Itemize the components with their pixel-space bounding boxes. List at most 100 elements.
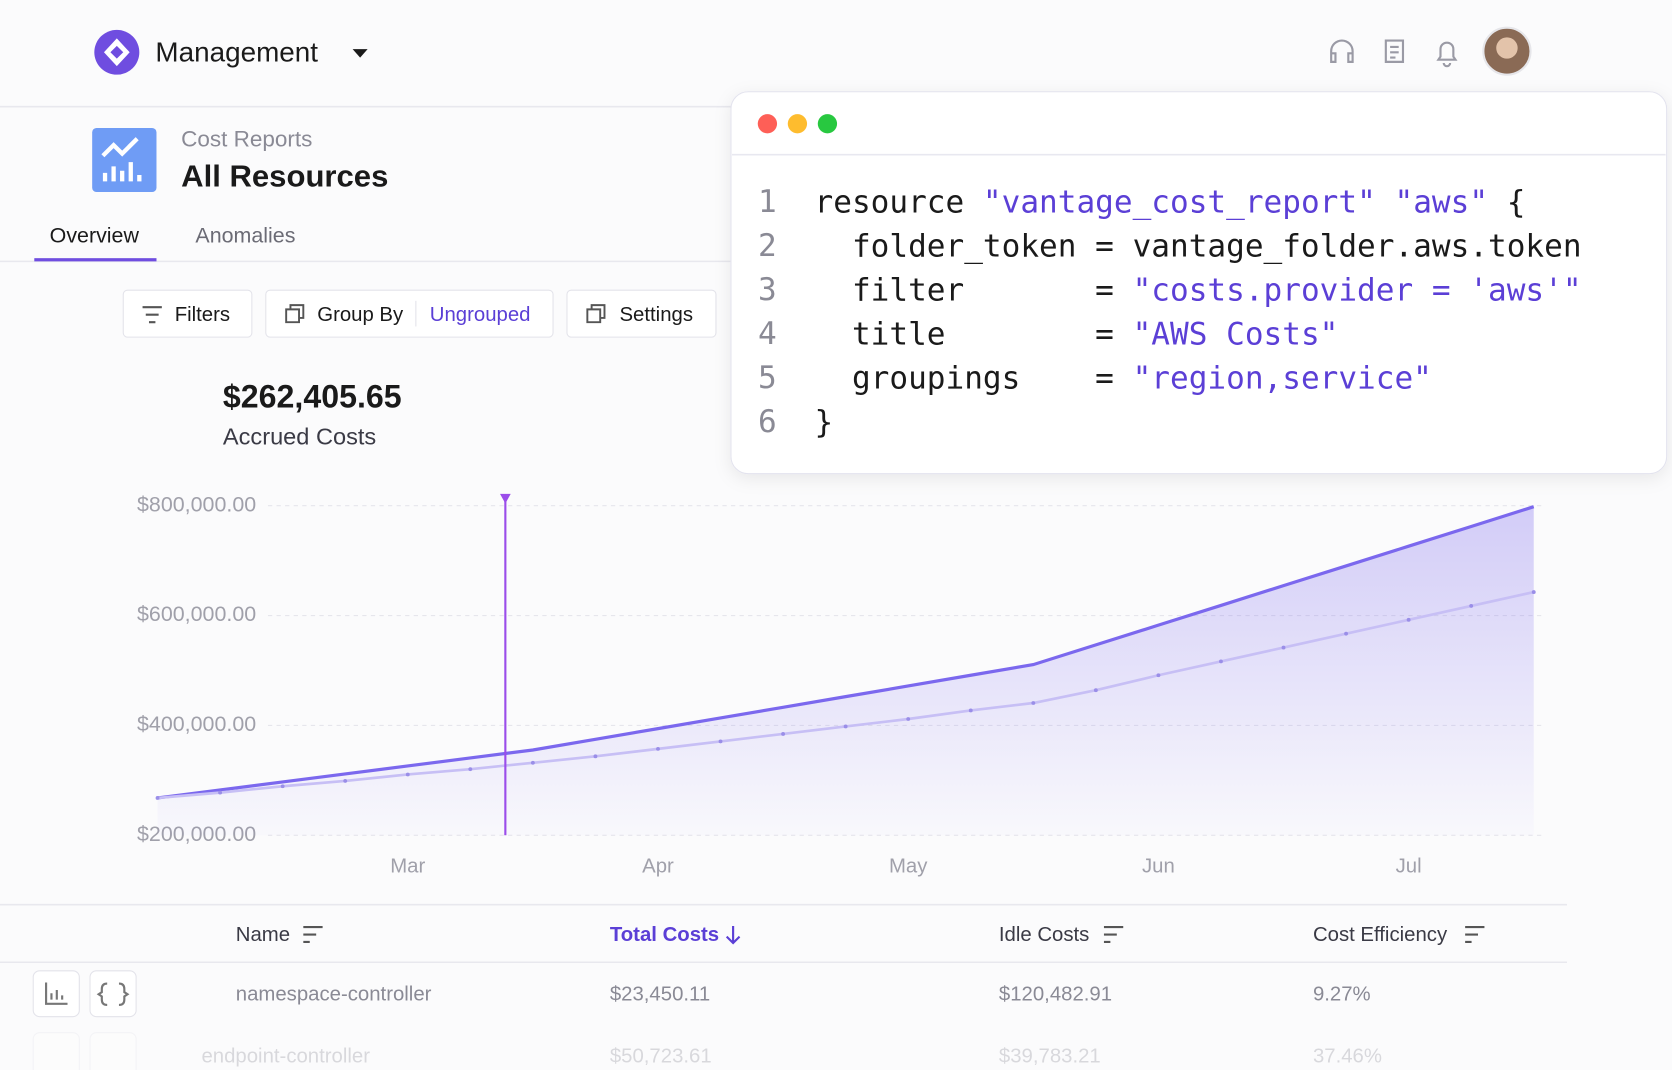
tab[interactable]: Anomalies	[195, 224, 295, 248]
line-number: 2	[758, 228, 777, 264]
area	[157, 506, 1534, 836]
group-by-value[interactable]: Ungrouped	[430, 304, 531, 326]
maximize-dot[interactable]	[817, 114, 838, 134]
sort-desc-icon[interactable]	[725, 925, 741, 945]
line-number: 6	[758, 404, 777, 440]
table-cell: 9.27%	[1313, 984, 1371, 1006]
y-tick-label: $800,000.00	[137, 492, 256, 516]
sort-icons	[303, 925, 1485, 945]
code-line: }	[815, 404, 834, 440]
table-cell: $50,723.61	[610, 1046, 712, 1068]
report-title: All Resources	[181, 158, 388, 193]
close-dot[interactable]	[757, 114, 778, 134]
point	[218, 790, 223, 795]
chart: $200,000.00$400,000.00$600,000.00$800,00…	[137, 492, 1544, 878]
code-token: title =	[815, 316, 1133, 352]
point	[843, 724, 848, 729]
filters-label: Filters	[175, 304, 230, 326]
column-header[interactable]: Name	[236, 924, 290, 946]
x-tick-label: Jun	[1142, 856, 1175, 878]
line-number: 4	[758, 316, 777, 352]
logo-glyph	[103, 38, 130, 67]
avatar-face	[1496, 37, 1518, 59]
filters-button[interactable]	[122, 289, 253, 338]
row-actions	[32, 970, 137, 1070]
point	[906, 717, 911, 721]
total-value: $262,405.65	[223, 378, 402, 414]
point	[280, 784, 285, 789]
report-icon-glyph	[101, 137, 142, 182]
point	[530, 760, 535, 765]
point	[405, 772, 410, 777]
filters-icon	[142, 306, 162, 324]
point	[1219, 659, 1223, 664]
support-icon[interactable]	[1330, 39, 1354, 63]
sort-icon[interactable]	[303, 925, 323, 944]
point	[1156, 673, 1161, 678]
table-cell: $23,450.11	[610, 984, 710, 1006]
point	[343, 778, 348, 783]
group-icon	[285, 304, 305, 324]
window-frame	[730, 91, 1668, 475]
table-cell: endpoint-controller	[201, 1046, 370, 1068]
column-header[interactable]: Total Costs	[610, 924, 719, 946]
x-tick-label: Apr	[642, 856, 674, 878]
line-number: 5	[758, 360, 777, 396]
code-token: "region,service"	[1133, 360, 1432, 396]
x-tick-label: Mar	[390, 856, 425, 878]
code-token: "costs.provider = 'aws'"	[1133, 272, 1582, 308]
chart-action[interactable]	[32, 1032, 80, 1070]
breadcrumb[interactable]: Cost Reports	[181, 127, 312, 152]
point	[968, 708, 973, 713]
point	[468, 767, 473, 772]
minimize-dot[interactable]	[787, 114, 808, 134]
total-label: Accrued Costs	[223, 424, 376, 450]
code-line: folder_token = vantage_folder.aws.token	[815, 228, 1582, 264]
report-icon	[92, 128, 157, 193]
point	[718, 739, 723, 744]
point	[155, 796, 160, 800]
docs-icon[interactable]	[1384, 39, 1405, 63]
code-line: groupings = "region,service"	[815, 360, 1432, 396]
y-tick-label: $600,000.00	[137, 602, 256, 626]
point	[593, 754, 598, 759]
code-token: resource	[815, 184, 983, 220]
sort-icon[interactable]	[1465, 925, 1485, 944]
sort-icon[interactable]	[1103, 925, 1124, 944]
code-token: "AWS Costs"	[1133, 316, 1339, 352]
point	[1406, 617, 1411, 622]
tab[interactable]: Overview	[50, 224, 140, 248]
x-tick-label: Jul	[1396, 856, 1422, 878]
code-token: {	[1488, 184, 1525, 220]
line-number: 1	[758, 184, 777, 220]
code-glyph	[96, 982, 130, 1006]
point	[1281, 645, 1286, 650]
point	[1344, 631, 1349, 636]
column-header[interactable]: Cost Efficiency	[1313, 924, 1448, 946]
point	[1469, 604, 1474, 608]
line-number: 3	[758, 272, 777, 308]
code-action[interactable]	[89, 970, 137, 1018]
group-by-label: Group By	[317, 304, 404, 326]
code-token: folder_token = vantage_folder.aws.token	[815, 228, 1582, 264]
active-tab-indicator	[34, 258, 157, 262]
date-marker-head	[499, 493, 511, 504]
logo[interactable]	[94, 29, 140, 75]
dropdown-caret[interactable]	[352, 49, 368, 58]
code-line: resource "vantage_cost_report" "aws" {	[815, 184, 1526, 220]
line	[157, 505, 1535, 800]
settings-button[interactable]	[566, 289, 717, 338]
group-by-button[interactable]	[265, 289, 554, 338]
workspace-name[interactable]: Management	[155, 37, 318, 68]
column-header[interactable]: Idle Costs	[999, 924, 1089, 946]
faded-actions	[32, 1032, 137, 1070]
table-cell: namespace-controller	[236, 984, 432, 1006]
table-cell: $120,482.91	[999, 984, 1112, 1006]
notifications-icon[interactable]	[1436, 41, 1458, 68]
point	[781, 732, 786, 736]
code-token: "vantage_cost_report" "aws"	[983, 184, 1488, 220]
code-action[interactable]	[89, 1032, 137, 1070]
table: Name Total Costs Idle Costs Cost Efficiency…	[0, 903, 1567, 1070]
toolbar: Filters Group By Ungrouped Settings	[122, 289, 717, 338]
point	[656, 746, 660, 751]
